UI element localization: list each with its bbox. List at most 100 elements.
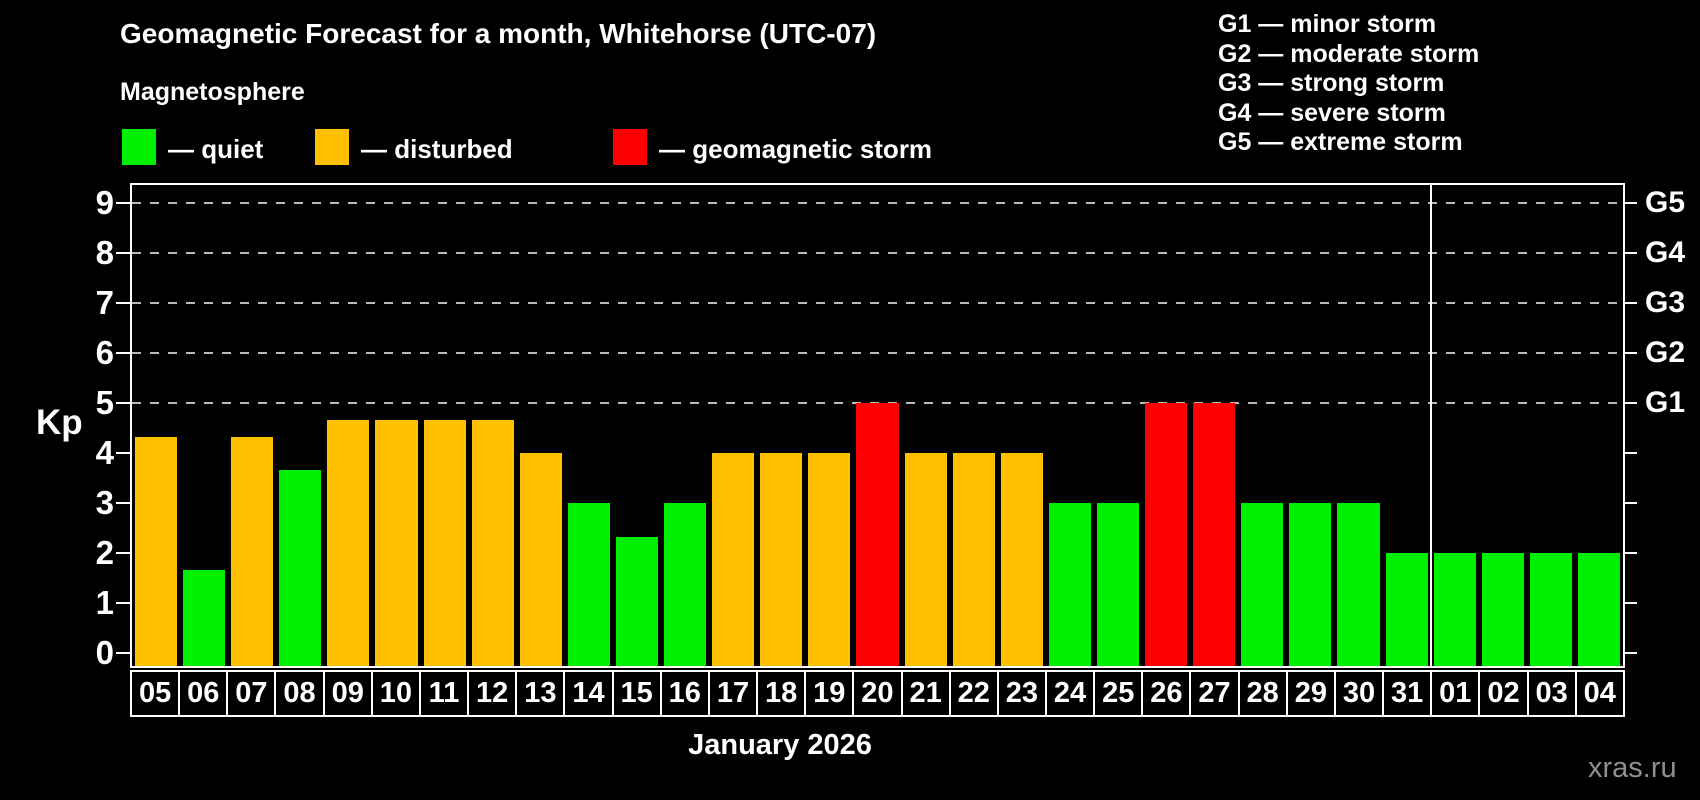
date-label-03: 03 (1526, 670, 1577, 717)
chart-title: Geomagnetic Forecast for a month, Whiteh… (120, 18, 877, 49)
bar-day-20 (856, 403, 899, 666)
date-label-11: 11 (418, 670, 470, 717)
right-tick-kp0 (1623, 652, 1637, 654)
bar-day-10 (375, 419, 418, 666)
g4-legend-line: G4 — severe storm (1218, 98, 1446, 127)
right-tick-kp2 (1623, 552, 1637, 554)
date-label-27: 27 (1189, 670, 1240, 717)
right-tick-kp6 (1623, 352, 1637, 354)
y-tick-label-3: 3 (95, 484, 114, 521)
bar-day-08 (279, 469, 322, 666)
g-axis-label-g2: G2 (1645, 336, 1686, 369)
bar-day-30 (1337, 503, 1380, 666)
date-label-07: 07 (226, 670, 277, 717)
bar-day-01 (1433, 553, 1476, 666)
quiet-legend-swatch (122, 129, 156, 165)
g-axis-label-g3: G3 (1645, 286, 1686, 319)
bar-day-18 (760, 453, 803, 666)
left-tick-kp7 (116, 302, 130, 304)
bar-day-11 (423, 419, 466, 666)
g5-legend-line: G5 — extreme storm (1218, 128, 1463, 156)
date-label-25: 25 (1093, 670, 1144, 717)
date-label-22: 22 (948, 670, 999, 717)
date-label-30: 30 (1333, 670, 1385, 717)
bar-day-25 (1096, 503, 1140, 666)
date-label-20: 20 (852, 670, 903, 717)
bar-day-28 (1241, 503, 1284, 666)
gridline-kp9 (132, 202, 1623, 204)
g2-legend-line: G2 — moderate storm (1218, 39, 1480, 68)
bar-day-14 (567, 503, 610, 666)
left-tick-kp6 (116, 352, 130, 354)
left-tick-kp8 (116, 252, 130, 254)
bar-day-29 (1289, 503, 1332, 666)
chart-subtitle: Magnetosphere (120, 78, 305, 106)
date-label-31: 31 (1382, 670, 1433, 717)
date-label-13: 13 (515, 670, 566, 717)
left-tick-kp2 (116, 552, 130, 554)
g-scale-legend: G1 — minor storm G2 — moderate storm G3 … (1218, 10, 1479, 158)
right-tick-kp5 (1623, 402, 1637, 404)
date-label-21: 21 (900, 670, 951, 717)
bar-day-26 (1145, 403, 1188, 666)
y-tick-label-0: 0 (95, 634, 114, 671)
g3-legend-line: G3 — strong storm (1218, 69, 1445, 97)
gridline-kp8 (132, 252, 1623, 254)
quiet-legend-label: — quiet (168, 134, 264, 164)
bar-day-22 (952, 453, 995, 666)
gridline-kp6 (132, 352, 1623, 354)
bar-day-19 (808, 453, 851, 666)
bar-day-04 (1577, 553, 1620, 666)
left-tick-kp5 (116, 402, 130, 404)
date-axis: 05 06 07 08 09 10 11 12 13 14 15 16 17 18 19 20 21 22 23 24… (130, 670, 1625, 717)
y-tick-label-1: 1 (95, 584, 114, 621)
y-tick-label-7: 7 (95, 284, 114, 321)
y-tick-label-5: 5 (95, 384, 114, 421)
month-label: January 2026 (688, 729, 872, 761)
left-tick-kp1 (116, 602, 130, 604)
bar-day-15 (615, 536, 659, 666)
plot-area: 0 1 2 3 4 5 6 7 8 9 G1 G2 G3 G4 G5 (96, 183, 1685, 671)
storm-legend-swatch (613, 129, 647, 165)
bar-day-27 (1193, 403, 1236, 666)
date-label-29: 29 (1285, 670, 1336, 717)
date-label-24: 24 (1044, 670, 1096, 717)
g-axis-label-g5: G5 (1645, 186, 1686, 219)
date-label-28: 28 (1237, 670, 1288, 717)
bar-day-02 (1481, 553, 1524, 666)
bar-day-23 (1000, 453, 1043, 666)
watermark: xras.ru (1588, 752, 1677, 784)
bar-day-31 (1385, 553, 1428, 666)
gridline-kp7 (132, 302, 1623, 304)
y-tick-label-8: 8 (95, 234, 114, 271)
left-tick-kp4 (116, 452, 130, 454)
date-label-08: 08 (274, 670, 325, 717)
date-label-10: 10 (370, 670, 421, 717)
date-label-05: 05 (130, 670, 181, 717)
date-label-19: 19 (804, 670, 855, 717)
date-label-17: 17 (707, 670, 759, 717)
right-tick-kp4 (1623, 452, 1637, 454)
y-tick-label-4: 4 (95, 434, 114, 471)
date-label-02: 02 (1478, 670, 1529, 717)
right-tick-kp9 (1623, 202, 1637, 204)
g-axis-label-g1: G1 (1645, 386, 1686, 419)
right-tick-kp8 (1623, 252, 1637, 254)
left-tick-kp9 (116, 202, 130, 204)
bar-day-07 (231, 436, 274, 666)
bar-day-05 (135, 436, 178, 666)
date-label-09: 09 (322, 670, 373, 717)
date-label-23: 23 (996, 670, 1047, 717)
date-label-16: 16 (659, 670, 710, 717)
left-tick-kp3 (116, 502, 130, 504)
month-separator-line (1429, 185, 1432, 666)
date-label-26: 26 (1141, 670, 1192, 717)
g-axis-label-g4: G4 (1645, 236, 1686, 269)
disturbed-legend-label: — disturbed (361, 134, 513, 164)
date-label-06: 06 (178, 670, 229, 717)
right-tick-kp3 (1623, 502, 1637, 504)
date-label-15: 15 (611, 670, 662, 717)
bar-day-03 (1529, 553, 1572, 666)
right-tick-kp1 (1623, 602, 1637, 604)
